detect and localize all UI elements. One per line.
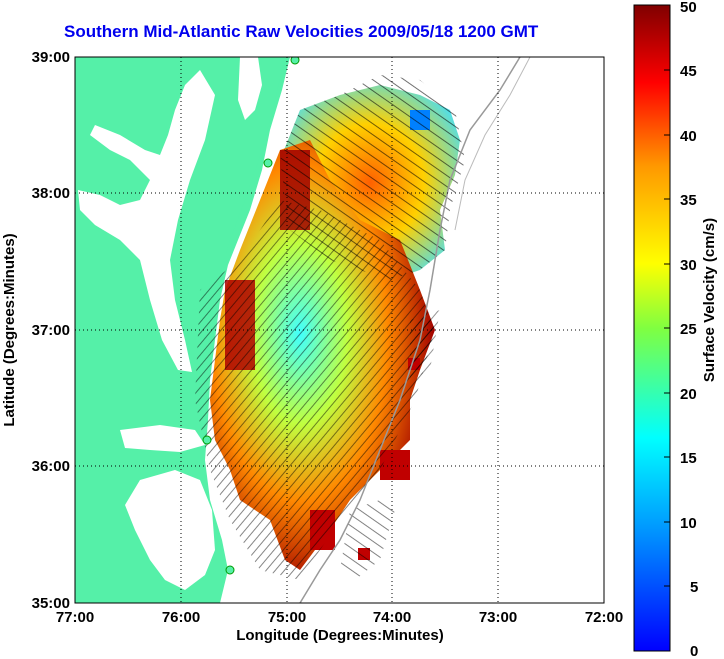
- y-tick-label: 35:00: [32, 595, 70, 612]
- colorbar-tick-label: 45: [680, 63, 697, 80]
- x-tick-label: 77:00: [56, 609, 94, 626]
- station-marker: [263, 158, 273, 168]
- station-marker: [225, 565, 235, 575]
- station-marker: [202, 435, 212, 445]
- albemarle-sound: [120, 425, 205, 452]
- colorbar-tick-label: 20: [680, 386, 697, 403]
- colorbar-tick-label: 10: [680, 515, 697, 532]
- velocity-vectors-east: [410, 310, 440, 380]
- x-tick-label: 73:00: [479, 609, 517, 626]
- delaware-bay: [238, 57, 262, 120]
- x-tick-label: 72:00: [585, 609, 623, 626]
- colorbar-tick-label: 30: [680, 257, 697, 274]
- bathymetry-contour-2: [454, 57, 531, 231]
- colorbar-tick-label: 0: [690, 643, 698, 659]
- plot-border: [74, 56, 605, 604]
- y-tick-label: 39:00: [32, 49, 70, 66]
- y-axis-label: Latitude (Degrees:Minutes): [1, 233, 18, 426]
- colorbar-tick-label: 5: [690, 579, 698, 596]
- velocity-vectors-south: [340, 500, 395, 580]
- y-tick-label: 36:00: [32, 458, 70, 475]
- colorbar-tick-label: 50: [680, 0, 697, 16]
- bathymetry-contour: [299, 57, 521, 603]
- x-axis-label: Longitude (Degrees:Minutes): [236, 627, 444, 644]
- x-tick-label: 76:00: [162, 609, 200, 626]
- velocity-vectors-main: [195, 200, 435, 580]
- x-tick-label: 75:00: [268, 609, 306, 626]
- pamlico-sound: [125, 470, 215, 590]
- colorbar-ticks: [664, 69, 670, 587]
- y-tick-label: 38:00: [32, 185, 70, 202]
- x-tick-label: 74:00: [373, 609, 411, 626]
- colorbar-tick-label: 15: [680, 450, 697, 467]
- station-marker: [290, 57, 300, 65]
- colorbar-tick-label: 40: [680, 128, 697, 145]
- colorbar-label: Surface Velocity (cm/s): [701, 218, 718, 382]
- y-tick-label: 37:00: [32, 322, 70, 339]
- map-title: Southern Mid-Atlantic Raw Velocities 200…: [64, 22, 539, 41]
- map-grid: [75, 57, 604, 603]
- colorbar-tick-label: 35: [680, 192, 697, 209]
- colorbar-tick-label: 25: [680, 321, 697, 338]
